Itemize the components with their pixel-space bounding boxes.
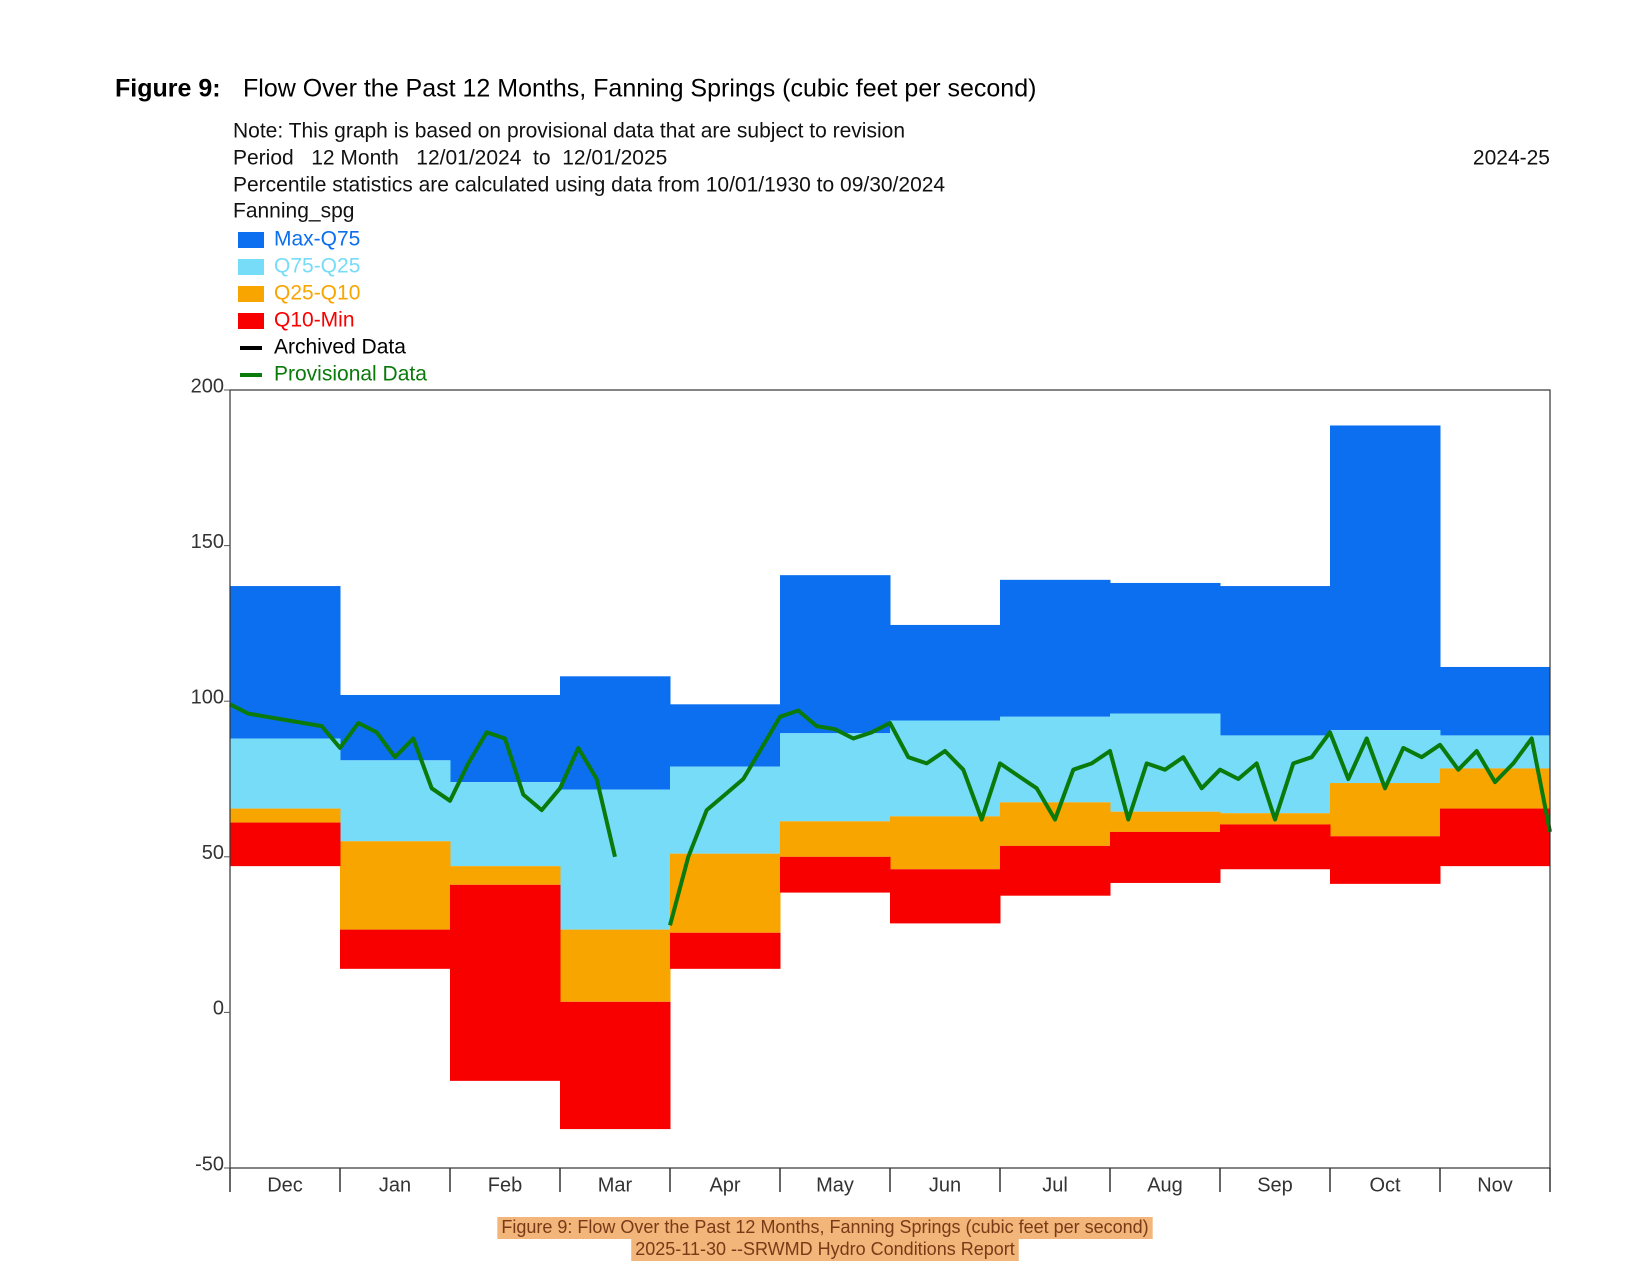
caption: 2025-11-30 --SRWMD Hydro Conditions Repo… (635, 1239, 1015, 1259)
y-tick-label: -50 (195, 1153, 224, 1175)
band (340, 694, 451, 761)
y-tick-label: 100 (191, 686, 224, 708)
x-tick-label: Aug (1147, 1174, 1183, 1196)
note: Percentile statistics are calculated usi… (233, 174, 945, 197)
band (780, 733, 891, 822)
band (230, 808, 341, 823)
figure-label: Figure 9: (115, 75, 221, 103)
band (670, 766, 781, 854)
y-tick-label: 150 (191, 531, 224, 553)
x-tick-label: Sep (1257, 1174, 1293, 1196)
band (670, 853, 781, 933)
band (890, 869, 1001, 924)
x-tick-label: Nov (1477, 1174, 1513, 1196)
band (1330, 783, 1441, 837)
legend-swatch (238, 232, 264, 248)
x-tick-label: Dec (267, 1174, 303, 1196)
x-tick-label: Apr (709, 1174, 740, 1196)
caption-bg (631, 1239, 1019, 1261)
band (1000, 716, 1111, 803)
band (1440, 666, 1551, 736)
band (230, 738, 341, 809)
caption-bg (497, 1217, 1153, 1239)
legend-label: Q75-Q25 (274, 255, 360, 278)
band (670, 704, 781, 767)
legend-swatch (238, 313, 264, 329)
band (1330, 836, 1441, 884)
band (1440, 808, 1551, 867)
figure-title: Flow Over the Past 12 Months, Fanning Sp… (243, 75, 1036, 103)
band (560, 789, 671, 930)
band (670, 932, 781, 969)
band (560, 1001, 671, 1130)
band (230, 822, 341, 867)
x-tick-label: May (816, 1174, 854, 1196)
band (1220, 735, 1331, 814)
legend-swatch (238, 286, 264, 302)
band (1220, 586, 1331, 736)
y-tick-label: 0 (213, 998, 224, 1020)
x-tick-label: Jul (1042, 1174, 1068, 1196)
y-tick-label: 50 (202, 842, 224, 864)
band (1330, 425, 1441, 731)
band (340, 929, 451, 969)
band (890, 720, 1001, 817)
band (230, 586, 341, 739)
band (450, 782, 561, 867)
x-tick-label: Mar (598, 1174, 633, 1196)
x-tick-label: Oct (1369, 1174, 1401, 1196)
band (1220, 824, 1331, 870)
band (1110, 831, 1221, 883)
x-tick-label: Jan (379, 1174, 411, 1196)
legend-label: Max-Q75 (274, 228, 360, 251)
water-year: 2024-25 (1473, 147, 1550, 170)
band (560, 676, 671, 790)
station: Fanning_spg (233, 200, 354, 223)
x-tick-label: Feb (488, 1174, 522, 1196)
y-tick-label: 200 (191, 375, 224, 397)
band (340, 760, 451, 842)
band (340, 841, 451, 930)
legend-label: Q25-Q10 (274, 282, 360, 305)
note: Period 12 Month 12/01/2024 to 12/01/2025 (233, 147, 667, 170)
band (890, 624, 1001, 721)
band (1000, 802, 1111, 846)
band (1440, 768, 1551, 809)
caption: Figure 9: Flow Over the Past 12 Months, … (501, 1217, 1148, 1237)
legend-label: Q10-Min (274, 309, 355, 332)
legend-swatch (238, 259, 264, 275)
band (1000, 579, 1111, 717)
band (1110, 811, 1221, 832)
band (450, 884, 561, 1081)
flow-line (229, 702, 1552, 926)
legend-label: Archived Data (274, 336, 406, 359)
band (780, 575, 891, 734)
band (780, 856, 891, 893)
band (1000, 845, 1111, 896)
note: Note: This graph is based on provisional… (233, 120, 905, 143)
band (450, 866, 561, 885)
band (1110, 582, 1221, 714)
band (1110, 713, 1221, 812)
band (780, 821, 891, 857)
band (890, 816, 1001, 870)
band (560, 929, 671, 1002)
x-tick-label: Jun (929, 1174, 961, 1196)
legend-label: Provisional Data (274, 363, 427, 386)
